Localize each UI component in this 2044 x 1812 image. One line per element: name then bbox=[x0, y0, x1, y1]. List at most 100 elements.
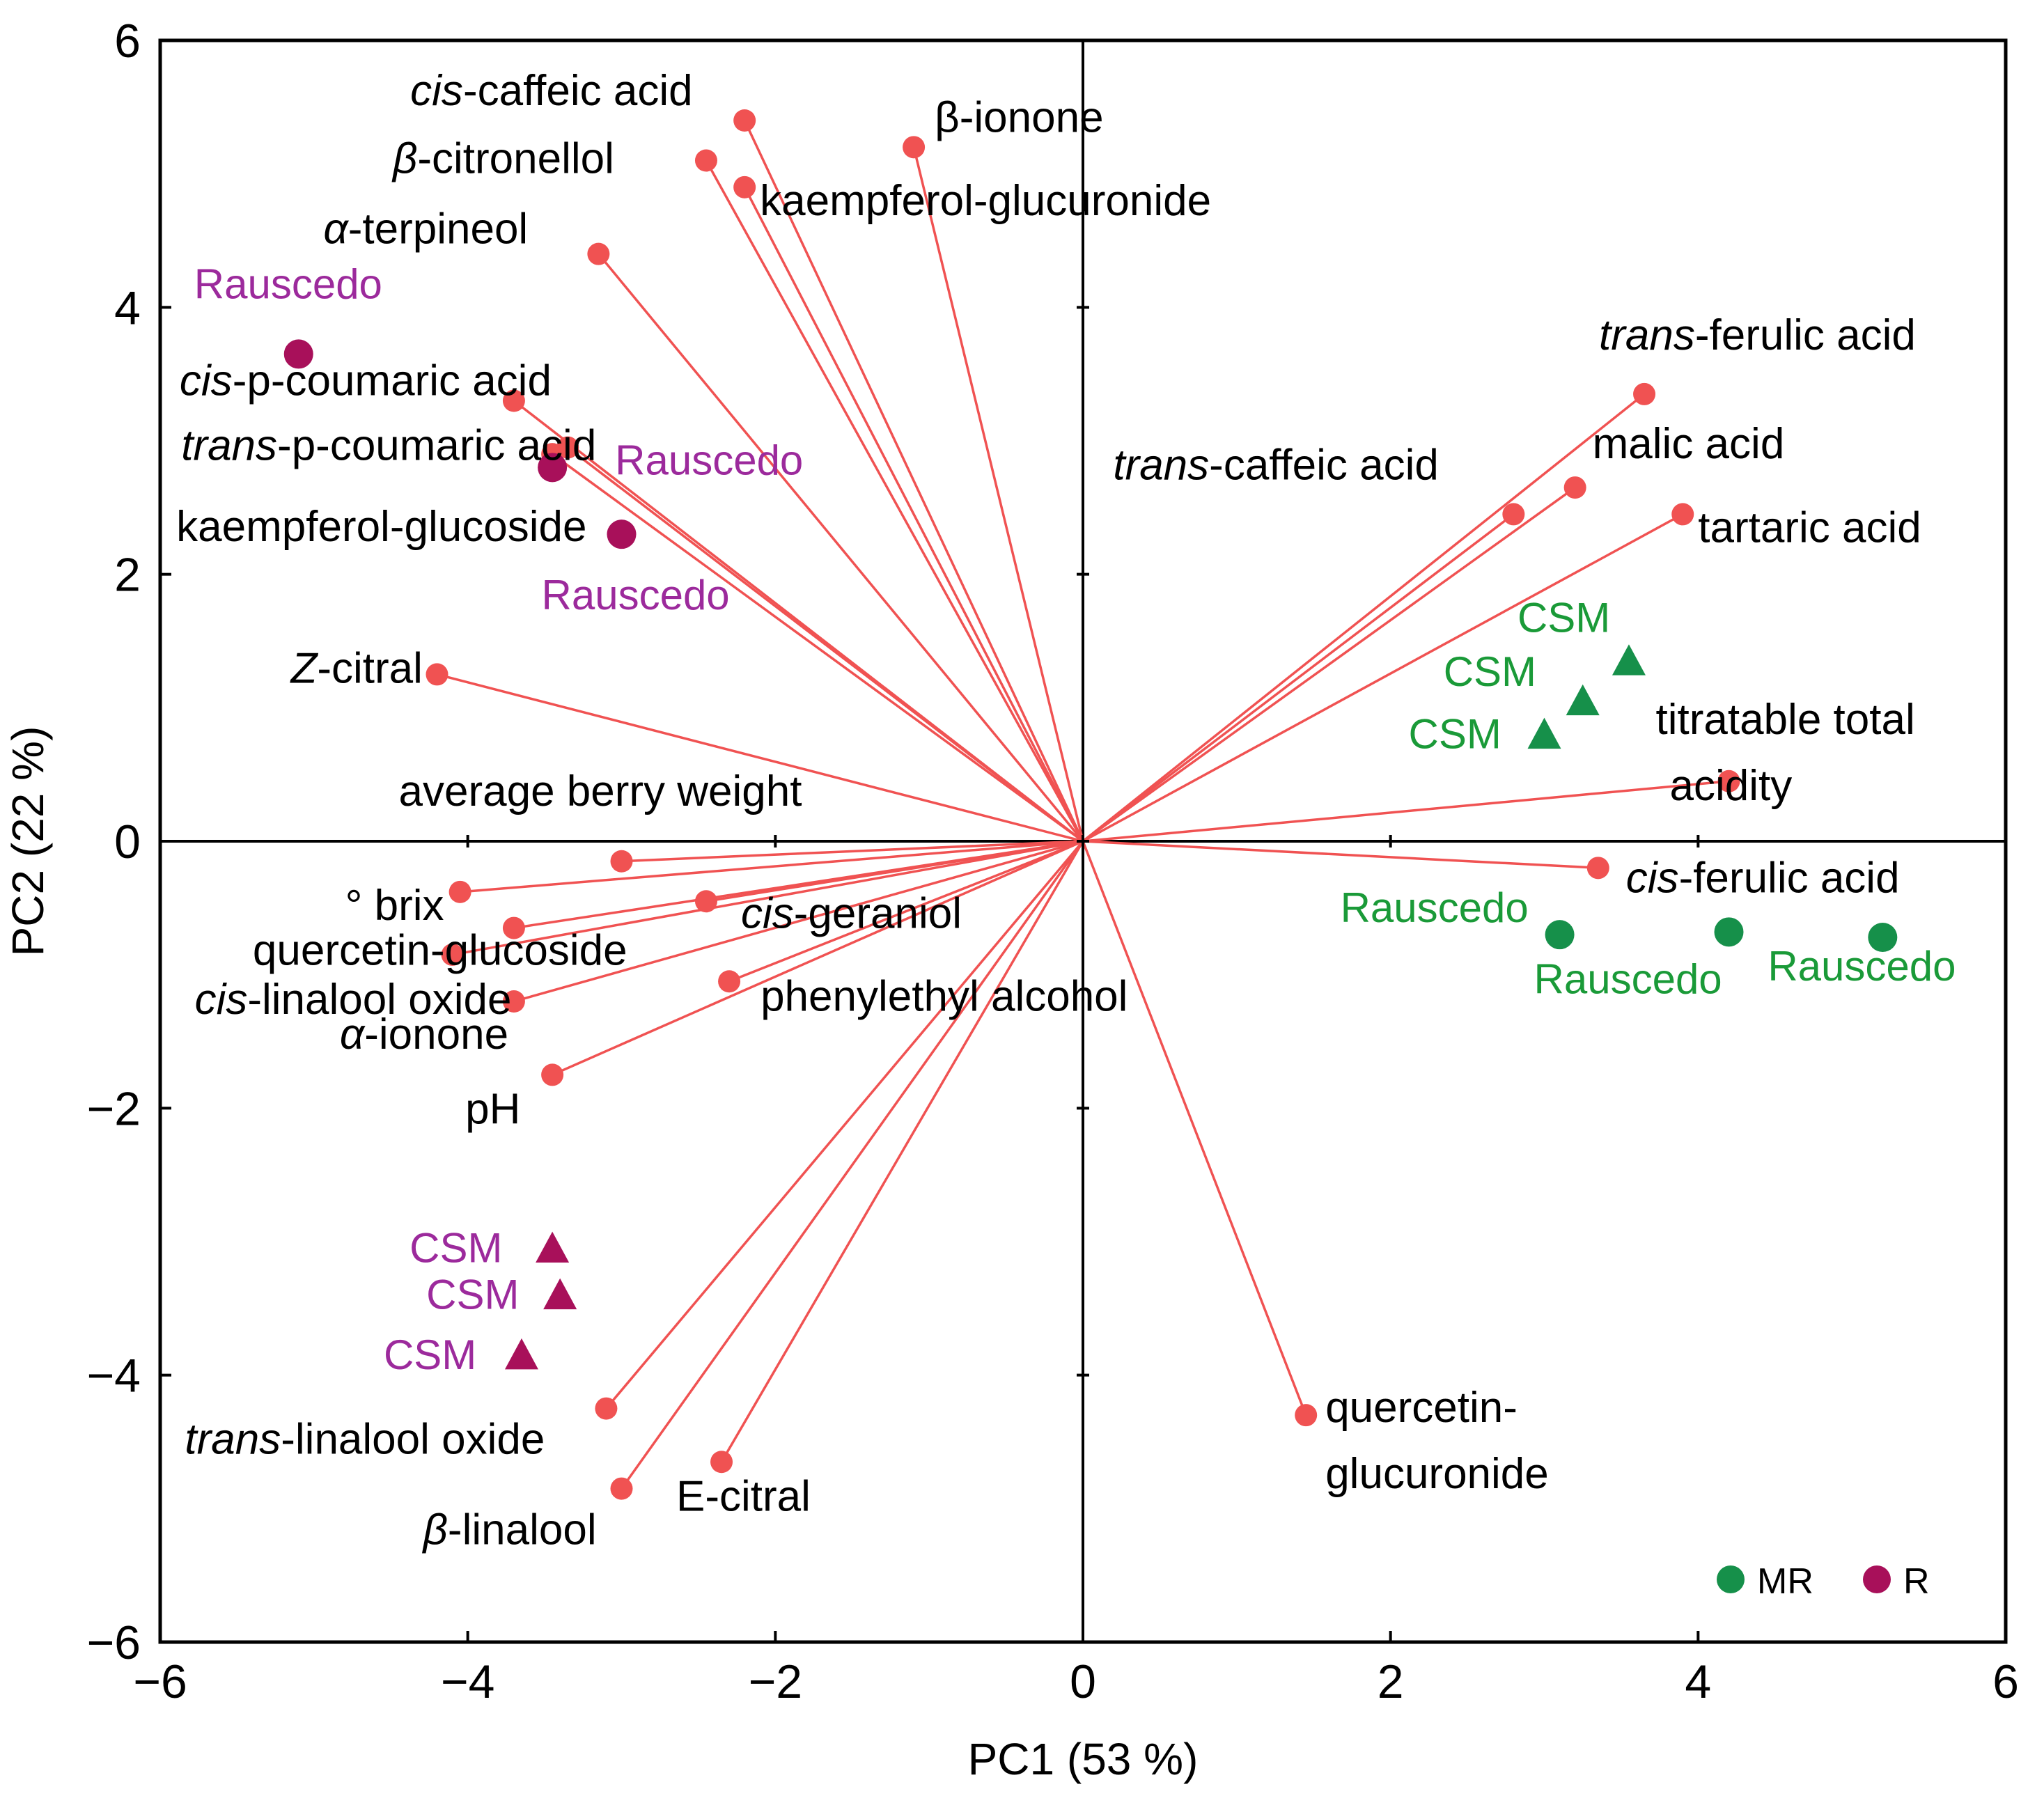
x-axis-title: PC1 (53 %) bbox=[968, 1734, 1199, 1784]
loading-vectors bbox=[426, 109, 1740, 1500]
loading-vector bbox=[1082, 513, 1515, 843]
sample-point-circle bbox=[1545, 920, 1575, 950]
loading-label: kaempferol-glucuronide bbox=[760, 177, 1211, 225]
loading-point bbox=[1671, 503, 1694, 526]
loading-vector bbox=[598, 253, 1084, 843]
x-tick-label: 6 bbox=[1992, 1655, 2019, 1708]
loading-vector bbox=[567, 446, 1084, 843]
loading-point bbox=[502, 389, 525, 412]
loading-label: β-ionone bbox=[935, 93, 1104, 141]
loading-point bbox=[595, 1397, 618, 1420]
loading-label: Z-citral bbox=[290, 644, 423, 692]
loading-label: cis-geraniol bbox=[741, 889, 962, 937]
y-tick-label: 2 bbox=[114, 549, 141, 602]
sample-point-triangle bbox=[536, 1231, 570, 1263]
loading-label: trans-caffeic acid bbox=[1113, 441, 1439, 489]
legend: MR R bbox=[1717, 1561, 1930, 1602]
sample-point-circle bbox=[283, 339, 313, 369]
loading-point bbox=[541, 1063, 564, 1086]
sample-point-triangle bbox=[504, 1338, 538, 1370]
loading-vector bbox=[720, 841, 1084, 1463]
x-tick-label: 4 bbox=[1685, 1655, 1711, 1708]
loading-vector bbox=[460, 840, 1084, 893]
loading-vector bbox=[452, 840, 1084, 956]
loading-vector bbox=[705, 840, 1084, 903]
sample-point-circle bbox=[1868, 923, 1898, 952]
loading-label: α-terpineol bbox=[323, 205, 528, 253]
loading-label: ° brix bbox=[345, 882, 444, 930]
sample-point-circle bbox=[607, 520, 637, 549]
loading-label: trans-p-coumaric acid bbox=[181, 422, 596, 470]
loading-label: malic acid bbox=[1593, 420, 1785, 468]
loading-vector bbox=[743, 120, 1084, 842]
loading-vector bbox=[1082, 780, 1729, 843]
loading-vector bbox=[552, 840, 1084, 1077]
y-tick-label: −4 bbox=[86, 1350, 141, 1403]
loading-label: trans-linalool oxide bbox=[185, 1416, 545, 1464]
sample-label: Rauscedo bbox=[1341, 884, 1529, 931]
legend-label: MR bbox=[1757, 1561, 1813, 1602]
legend-label: R bbox=[1903, 1561, 1930, 1602]
y-tick-label: 0 bbox=[114, 815, 141, 868]
loading-point bbox=[502, 990, 525, 1013]
loading-vector bbox=[1082, 513, 1684, 843]
loading-point bbox=[710, 1451, 733, 1474]
sample-label: CSM bbox=[1518, 594, 1610, 641]
loading-label-line2: glucuronide bbox=[1325, 1450, 1549, 1498]
sample-label: CSM bbox=[426, 1272, 519, 1318]
sample-label: Rauscedo bbox=[194, 260, 382, 307]
loading-point bbox=[1717, 770, 1740, 792]
sample-label: CSM bbox=[1444, 648, 1536, 695]
loading-label: β-citronellol bbox=[391, 135, 614, 183]
y-axis-title: PC2 (22 %) bbox=[3, 726, 53, 957]
x-tick-label: −6 bbox=[133, 1655, 187, 1708]
loading-label: kaempferol-glucoside bbox=[176, 503, 586, 551]
loading-point bbox=[733, 109, 756, 132]
sample-point-circle bbox=[1714, 917, 1744, 947]
loading-vector bbox=[728, 840, 1084, 983]
loading-point bbox=[610, 850, 633, 873]
loading-vector bbox=[437, 673, 1084, 843]
loading-point bbox=[1502, 503, 1525, 526]
sample-label: CSM bbox=[384, 1331, 476, 1378]
loading-point bbox=[441, 943, 464, 966]
loading-point bbox=[694, 890, 717, 913]
loading-point bbox=[448, 880, 471, 903]
loading-point bbox=[587, 242, 610, 265]
loading-point bbox=[1586, 857, 1609, 880]
loading-label: pH bbox=[465, 1085, 520, 1133]
loading-label: E-citral bbox=[676, 1472, 811, 1520]
sample-label: Rauscedo bbox=[615, 437, 803, 483]
loading-vector bbox=[552, 453, 1084, 843]
loading-vector bbox=[605, 840, 1084, 1409]
x-tick-label: 0 bbox=[1070, 1655, 1096, 1708]
y-tick-label: 6 bbox=[114, 15, 141, 68]
legend-marker bbox=[1717, 1565, 1745, 1593]
loading-vector bbox=[1082, 393, 1646, 843]
axis-ticks bbox=[159, 39, 2007, 1643]
tick-labels: −6 −4 −2 0 2 4 6 −6 −4 −2 0 2 4 6 bbox=[86, 15, 2018, 1708]
sample-point-triangle bbox=[1566, 684, 1600, 716]
loading-vector bbox=[1082, 840, 1598, 870]
loading-label: trans-ferulic acid bbox=[1599, 311, 1916, 359]
loading-point bbox=[718, 970, 741, 993]
x-tick-label: 2 bbox=[1378, 1655, 1404, 1708]
loading-point bbox=[903, 136, 926, 159]
loading-vector bbox=[513, 840, 1084, 1003]
loading-point bbox=[610, 1477, 633, 1500]
loading-label: cis-ferulic acid bbox=[1626, 854, 1900, 902]
loading-label: titratable total bbox=[1656, 696, 1915, 744]
loading-label: cis-caffeic acid bbox=[410, 67, 692, 115]
loading-point bbox=[1563, 476, 1586, 499]
sample-point-circle bbox=[538, 453, 568, 483]
loading-label: tartaric acid bbox=[1698, 503, 1921, 552]
sample-points bbox=[283, 339, 1898, 1370]
sample-point-triangle bbox=[1527, 717, 1561, 749]
loading-point bbox=[1633, 382, 1656, 405]
x-tick-label: −2 bbox=[749, 1655, 803, 1708]
loading-label-line2: acidity bbox=[1670, 762, 1793, 810]
sample-point-triangle bbox=[543, 1278, 577, 1310]
legend-marker bbox=[1863, 1565, 1891, 1593]
y-tick-label: 4 bbox=[114, 281, 141, 334]
